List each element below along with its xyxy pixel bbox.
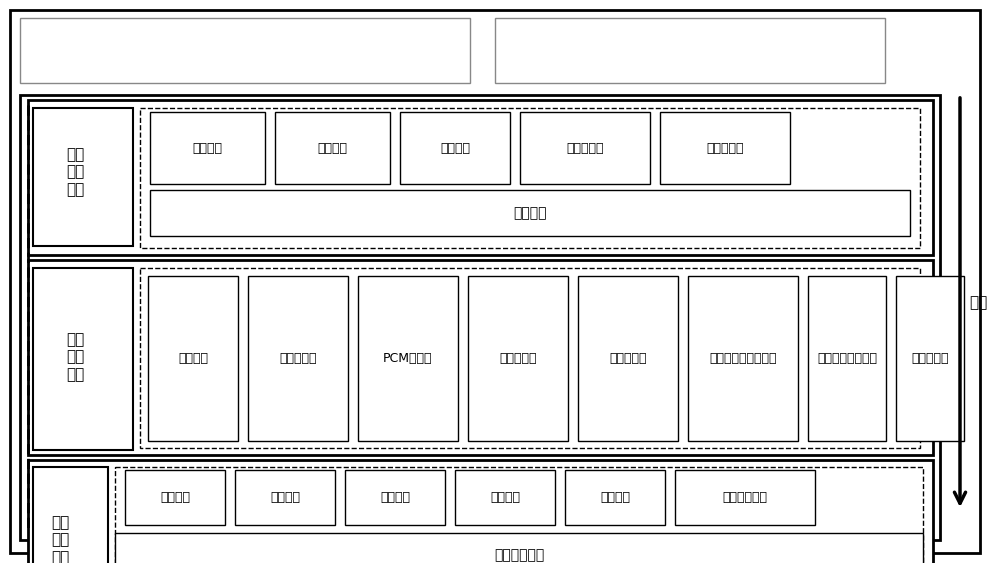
Bar [140, 108, 920, 248]
Bar [520, 112, 650, 184]
Text: 数据网资源: 数据网资源 [499, 352, 537, 365]
Bar [565, 470, 665, 525]
Text: 逻辑
资源
模型: 逻辑 资源 模型 [66, 332, 84, 382]
Text: 配用电业务: 配用电业务 [706, 141, 744, 154]
Text: 业务
资源
模型: 业务 资源 模型 [66, 147, 84, 197]
Text: 信息网络: 信息网络 [440, 141, 470, 154]
Bar [148, 276, 238, 441]
Text: 安稳控制: 安稳控制 [318, 141, 348, 154]
Text: 电视电话会议资源: 电视电话会议资源 [817, 352, 877, 365]
Text: 交换网资源: 交换网资源 [609, 352, 647, 365]
Bar [150, 112, 265, 184]
Bar [125, 470, 225, 525]
Text: 光缆资源: 光缆资源 [270, 491, 300, 504]
Bar [495, 18, 885, 83]
Text: 设备组件: 设备组件 [160, 491, 190, 504]
Bar [20, 95, 940, 540]
Bar [400, 112, 510, 184]
Bar [660, 112, 790, 184]
Text: 继电保护: 继电保护 [192, 141, 222, 154]
Bar [140, 268, 920, 448]
Text: 终端通信接入网资源: 终端通信接入网资源 [709, 352, 777, 365]
Bar [28, 100, 933, 255]
Bar [468, 276, 568, 441]
Bar [235, 470, 335, 525]
Text: 电缆资源: 电缆资源 [380, 491, 410, 504]
Bar [896, 276, 964, 441]
Text: 管道杆路资源: 管道杆路资源 [722, 491, 768, 504]
Bar [115, 533, 923, 563]
Text: 公共实体资源: 公共实体资源 [494, 548, 544, 562]
Bar [578, 276, 678, 441]
Bar [248, 276, 348, 441]
Bar [20, 18, 470, 83]
Bar [808, 276, 886, 441]
Text: 通信电源: 通信电源 [600, 491, 630, 504]
Text: 调度数据网: 调度数据网 [566, 141, 604, 154]
Bar [28, 460, 933, 563]
Text: 逻辑组件: 逻辑组件 [178, 352, 208, 365]
Bar [33, 108, 133, 246]
Text: 支摔网资源: 支摔网资源 [911, 352, 949, 365]
Text: 业务电路: 业务电路 [513, 206, 547, 220]
Bar [345, 470, 445, 525]
Bar [455, 470, 555, 525]
Bar [28, 260, 933, 455]
Bar [675, 470, 815, 525]
Bar [688, 276, 798, 441]
Text: 配线资源: 配线资源 [490, 491, 520, 504]
Bar [33, 268, 133, 450]
Text: 承载: 承载 [969, 295, 987, 310]
Bar [358, 276, 458, 441]
Text: 传输网资源: 传输网资源 [279, 352, 317, 365]
Bar [275, 112, 390, 184]
Bar [33, 467, 108, 563]
Text: PCM网资源: PCM网资源 [383, 352, 433, 365]
Bar [115, 467, 923, 563]
Bar [150, 190, 910, 236]
Text: 物理
资源
模型: 物理 资源 模型 [51, 515, 69, 563]
